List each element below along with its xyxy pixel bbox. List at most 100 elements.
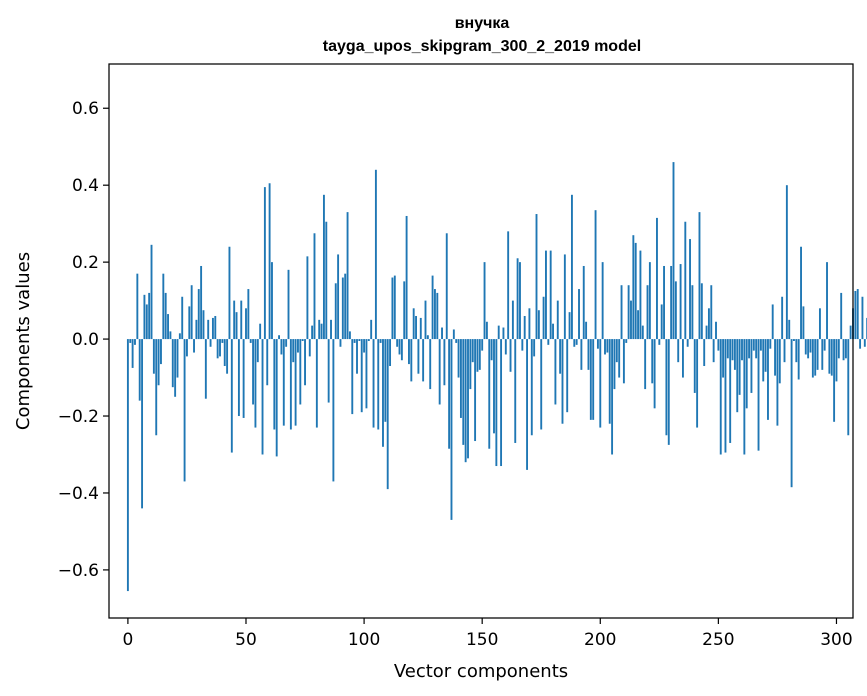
bar-component-262 <box>745 339 748 409</box>
bar-component-183 <box>559 339 562 374</box>
bar-component-63 <box>275 339 278 457</box>
x-tick-label: 0 <box>122 630 133 650</box>
bar-component-11 <box>152 339 155 374</box>
bar-component-3 <box>134 339 136 345</box>
bar-component-284 <box>797 339 800 380</box>
bar-component-166 <box>519 262 521 340</box>
plot-frame <box>108 63 854 619</box>
bar-component-98 <box>358 339 361 341</box>
bar-component-109 <box>384 339 387 422</box>
bar-component-273 <box>771 304 774 340</box>
bar-component-50 <box>245 308 247 340</box>
bar-component-34 <box>207 319 210 340</box>
bar-component-194 <box>585 321 588 340</box>
bar-component-84 <box>325 221 328 340</box>
bar-component-248 <box>712 339 715 363</box>
bar-component-255 <box>729 339 732 443</box>
bar-component-10 <box>150 244 153 340</box>
bar-component-101 <box>365 339 368 409</box>
bar-component-193 <box>582 265 585 340</box>
x-tick-label: 100 <box>348 630 380 650</box>
bar-component-15 <box>162 273 165 340</box>
bar-component-80 <box>315 339 318 428</box>
bar-component-231 <box>672 162 675 340</box>
bar-component-165 <box>516 258 519 340</box>
bar-component-303 <box>842 339 845 361</box>
bar-component-185 <box>563 254 566 340</box>
bar-component-32 <box>202 310 205 340</box>
bar-component-133 <box>441 327 443 340</box>
bar-component-93 <box>346 212 349 340</box>
bar-component-88 <box>334 283 337 340</box>
bar-component-69 <box>289 339 292 430</box>
bar-component-160 <box>504 339 507 355</box>
bar-component-290 <box>811 339 814 378</box>
bar-component-55 <box>256 339 259 363</box>
bar-component-155 <box>493 339 495 434</box>
bar-component-112 <box>391 277 394 340</box>
bar-component-157 <box>497 325 500 340</box>
bar-component-76 <box>306 256 309 340</box>
bar-component-120 <box>410 339 413 382</box>
bar-component-62 <box>273 339 276 430</box>
bar-component-18 <box>169 331 172 340</box>
bar-component-180 <box>552 323 554 340</box>
bar-component-174 <box>537 310 540 340</box>
bar-component-266 <box>755 339 758 359</box>
bar-component-70 <box>292 339 295 363</box>
bar-component-207 <box>615 339 618 363</box>
bar-component-150 <box>481 339 484 351</box>
bar-component-121 <box>412 308 415 340</box>
bar-component-56 <box>259 323 262 340</box>
bar-component-311 <box>861 296 864 340</box>
bar-component-128 <box>429 339 432 390</box>
bar-component-140 <box>457 339 460 378</box>
bar-component-195 <box>587 339 590 370</box>
bar-component-234 <box>679 264 682 340</box>
bar-component-232 <box>674 281 677 340</box>
bar-component-91 <box>341 277 344 340</box>
bar-component-81 <box>318 319 321 340</box>
bar-component-47 <box>237 339 240 417</box>
bar-component-118 <box>405 215 408 340</box>
bar-component-226 <box>660 304 663 340</box>
bar-component-221 <box>648 262 651 340</box>
bar-component-297 <box>828 339 831 374</box>
bar-component-260 <box>741 339 743 361</box>
bar-component-6 <box>141 339 144 509</box>
bar-component-65 <box>280 339 283 355</box>
bar-component-191 <box>578 289 580 340</box>
bar-component-270 <box>764 339 767 372</box>
bar-component-29 <box>195 319 198 340</box>
y-axis-label: Components values <box>13 252 34 430</box>
bar-component-171 <box>530 339 533 436</box>
bar-component-227 <box>663 265 665 340</box>
bar-component-151 <box>483 262 486 340</box>
bar-component-240 <box>693 339 696 393</box>
bar-component-161 <box>507 231 510 340</box>
bar-component-44 <box>230 339 233 453</box>
bar-component-215 <box>634 242 637 340</box>
bar-component-184 <box>561 339 564 424</box>
bar-component-294 <box>821 339 824 370</box>
bar-component-54 <box>254 339 257 428</box>
bar-component-126 <box>424 300 427 340</box>
bar-component-99 <box>360 339 363 413</box>
bar-component-306 <box>849 325 852 340</box>
bar-component-175 <box>540 339 543 430</box>
bar-component-209 <box>620 285 623 340</box>
bar-component-153 <box>488 339 491 449</box>
bar-component-131 <box>436 292 439 340</box>
bar-component-268 <box>759 339 762 351</box>
bar-component-208 <box>618 339 621 378</box>
bar-component-156 <box>495 339 498 467</box>
bar-component-205 <box>611 339 614 455</box>
bar-component-141 <box>459 339 462 418</box>
bar-component-249 <box>715 321 717 340</box>
bar-component-239 <box>691 285 694 340</box>
bar-component-129 <box>431 275 434 340</box>
bar-component-167 <box>521 339 524 351</box>
bar-component-210 <box>622 339 625 384</box>
bar-component-71 <box>294 339 297 426</box>
bar-component-94 <box>348 331 351 340</box>
